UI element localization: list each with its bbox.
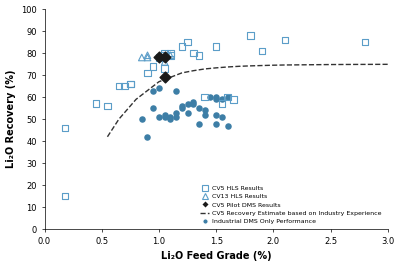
Point bbox=[150, 106, 156, 110]
Point bbox=[196, 121, 202, 126]
Point bbox=[213, 44, 219, 49]
Point bbox=[138, 117, 145, 121]
Point bbox=[162, 113, 168, 117]
Point bbox=[156, 115, 162, 119]
Point bbox=[179, 104, 185, 108]
Point bbox=[179, 106, 185, 110]
Point bbox=[162, 66, 168, 71]
Point bbox=[213, 95, 219, 99]
Point bbox=[150, 64, 156, 68]
Point bbox=[224, 95, 231, 99]
Point bbox=[259, 49, 265, 53]
Point bbox=[138, 55, 145, 60]
Point bbox=[173, 111, 179, 115]
Point bbox=[162, 51, 168, 55]
Point bbox=[162, 115, 168, 119]
Point bbox=[167, 117, 174, 121]
Point bbox=[224, 124, 231, 128]
Point bbox=[167, 115, 174, 119]
Point bbox=[190, 102, 196, 106]
Point bbox=[167, 53, 174, 57]
Point bbox=[116, 84, 122, 88]
Point bbox=[213, 97, 219, 101]
Point bbox=[127, 82, 134, 86]
Point bbox=[219, 115, 225, 119]
Point bbox=[184, 111, 191, 115]
Point bbox=[173, 88, 179, 93]
Point bbox=[230, 97, 236, 101]
Point bbox=[156, 55, 162, 60]
Point bbox=[162, 60, 168, 64]
Y-axis label: Li₂O Recovery (%): Li₂O Recovery (%) bbox=[6, 70, 16, 168]
Point bbox=[122, 84, 128, 88]
Point bbox=[144, 55, 151, 60]
Point bbox=[219, 102, 225, 106]
Point bbox=[162, 53, 168, 57]
Point bbox=[156, 86, 162, 91]
Point bbox=[184, 102, 191, 106]
Point bbox=[207, 95, 214, 99]
Point bbox=[202, 95, 208, 99]
Point bbox=[144, 71, 151, 75]
Point bbox=[104, 104, 111, 108]
Point bbox=[144, 135, 151, 139]
Point bbox=[362, 40, 368, 44]
Point bbox=[184, 40, 191, 44]
Point bbox=[62, 194, 68, 198]
Point bbox=[162, 75, 168, 80]
Point bbox=[224, 95, 231, 99]
Point bbox=[127, 82, 134, 86]
Point bbox=[190, 51, 196, 55]
Legend: CV5 HLS Results, CV13 HLS Results, CV5 Pilot DMS Results, CV5 Recovery Estimate : CV5 HLS Results, CV13 HLS Results, CV5 P… bbox=[200, 186, 381, 224]
Point bbox=[196, 53, 202, 57]
Point bbox=[156, 55, 162, 60]
Point bbox=[213, 113, 219, 117]
Point bbox=[247, 33, 254, 38]
Point bbox=[93, 102, 99, 106]
Point bbox=[202, 113, 208, 117]
Point bbox=[167, 53, 174, 57]
Point bbox=[219, 97, 225, 101]
Point bbox=[167, 51, 174, 55]
Point bbox=[162, 55, 168, 60]
Point bbox=[202, 108, 208, 112]
Point bbox=[213, 121, 219, 126]
Point bbox=[282, 38, 288, 42]
Point bbox=[173, 115, 179, 119]
Point bbox=[62, 126, 68, 130]
Point bbox=[196, 106, 202, 110]
Point bbox=[179, 44, 185, 49]
X-axis label: Li₂O Feed Grade (%): Li₂O Feed Grade (%) bbox=[161, 252, 272, 261]
Point bbox=[144, 53, 151, 57]
Point bbox=[190, 99, 196, 104]
Point bbox=[150, 88, 156, 93]
